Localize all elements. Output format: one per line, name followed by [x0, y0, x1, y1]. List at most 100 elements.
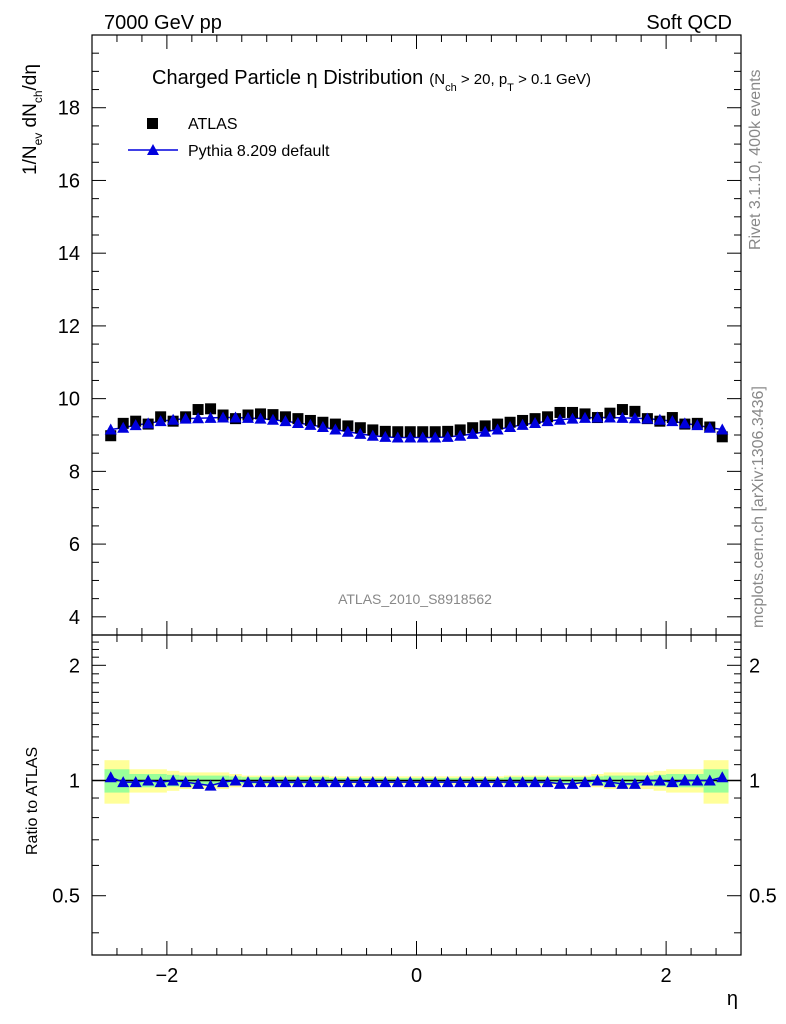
pythia-point: [129, 419, 142, 431]
ratio-point: [266, 776, 279, 788]
x-tick-label: −2: [155, 965, 178, 987]
y-tick-label: 4: [69, 607, 80, 629]
ratio-point: [316, 776, 329, 788]
analysis-label: ATLAS_2010_S8918562: [338, 591, 492, 607]
pythia-point: [441, 430, 454, 442]
pythia-point: [279, 415, 292, 427]
ratio-point: [192, 777, 205, 789]
y-tick-label: 6: [69, 534, 80, 556]
atlas-point: [616, 404, 628, 416]
pythia-point: [379, 430, 392, 442]
rivet-label: Rivet 3.1.10, 400k events: [747, 69, 764, 250]
pythia-point: [104, 423, 117, 435]
ratio-point: [566, 777, 579, 789]
ratio-point: [379, 776, 392, 788]
pythia-point: [366, 429, 379, 441]
legend-atlas-label: ATLAS: [188, 116, 238, 133]
atlas-point: [354, 422, 366, 434]
ratio-point: [578, 776, 591, 788]
atlas-point: [467, 422, 479, 434]
y-tick-label: 12: [58, 316, 80, 338]
ratio-point: [304, 776, 317, 788]
ratio-point: [329, 776, 342, 788]
y-tick-label: 16: [58, 170, 80, 192]
y-tick-label: 18: [58, 98, 80, 120]
pythia-point: [204, 411, 217, 423]
ratio-point: [504, 776, 517, 788]
main-series: [104, 403, 729, 443]
pythia-point: [229, 411, 242, 423]
atlas-point: [205, 403, 217, 415]
ratio-y-axis-label: Ratio to ATLAS: [24, 747, 41, 855]
y-tick-label: 14: [58, 243, 80, 265]
ratio-point: [204, 779, 217, 791]
legend-atlas-marker: [147, 118, 158, 129]
pythia-point: [316, 421, 329, 432]
pythia-point: [529, 417, 542, 428]
atlas-point: [105, 430, 117, 442]
pythia-point: [491, 423, 504, 435]
ratio-point: [229, 774, 242, 786]
atlas-point: [554, 406, 566, 418]
ratio-point: [129, 776, 142, 788]
pythia-point: [354, 427, 367, 439]
ratio-point: [678, 774, 691, 786]
pythia-point: [691, 419, 704, 431]
ratio-point: [653, 774, 666, 786]
chart-title: Charged Particle η Distribution (Nch > 20…: [152, 67, 591, 94]
pythia-point: [678, 417, 691, 429]
pythia-point: [304, 418, 317, 430]
pythia-point: [341, 425, 354, 437]
legend-pythia-label: Pythia 8.209 default: [188, 143, 330, 160]
pythia-point: [217, 411, 230, 423]
pythia-point: [653, 413, 666, 425]
x-axis-label: η: [727, 988, 738, 1010]
pythia-point: [416, 431, 429, 443]
pythia-point: [479, 425, 492, 437]
pythia-point: [192, 412, 205, 424]
ratio-point: [491, 776, 504, 788]
pythia-point: [566, 412, 579, 424]
pythia-point: [154, 415, 167, 427]
ratio-point: [591, 774, 604, 786]
pythia-point: [516, 418, 529, 430]
pythia-point: [167, 413, 180, 425]
pythia-point: [404, 431, 417, 443]
pythia-point: [429, 431, 442, 443]
ratio-y-tick-label: 2: [69, 655, 80, 677]
energy-label: 7000 GeV pp: [104, 12, 222, 34]
pythia-point: [454, 429, 467, 441]
pythia-point: [603, 411, 616, 423]
pythia-point: [266, 413, 279, 425]
pythia-point: [117, 421, 130, 433]
ratio-point: [254, 776, 267, 788]
pythia-point: [329, 423, 342, 435]
pythia-point: [142, 417, 155, 429]
ratio-point: [541, 776, 554, 788]
ratio-point: [366, 776, 379, 788]
ratio-point: [554, 777, 567, 789]
ratio-point: [703, 774, 716, 786]
pythia-point: [254, 412, 267, 424]
pythia-point: [391, 431, 404, 443]
mcplots-label: mcplots.cern.ch [arXiv:1306.3436]: [750, 386, 767, 628]
atlas-point: [629, 405, 641, 417]
ratio-point: [716, 771, 729, 783]
ratio-point: [529, 776, 542, 788]
ratio-point: [603, 776, 616, 788]
ratio-point: [691, 774, 704, 786]
pythia-point: [616, 411, 629, 423]
ratio-point: [167, 774, 180, 786]
ratio-point: [416, 776, 429, 788]
ratio-point: [466, 776, 479, 788]
ratio-y-tick-label-right: 1: [749, 771, 760, 793]
ratio-point: [179, 776, 192, 788]
ratio-point: [404, 776, 417, 788]
pythia-point: [541, 415, 554, 427]
ratio-point: [516, 776, 529, 788]
pythia-point: [504, 421, 517, 432]
legend-pythia-marker: [147, 144, 159, 155]
ratio-point: [628, 777, 641, 789]
ratio-point: [154, 776, 167, 788]
